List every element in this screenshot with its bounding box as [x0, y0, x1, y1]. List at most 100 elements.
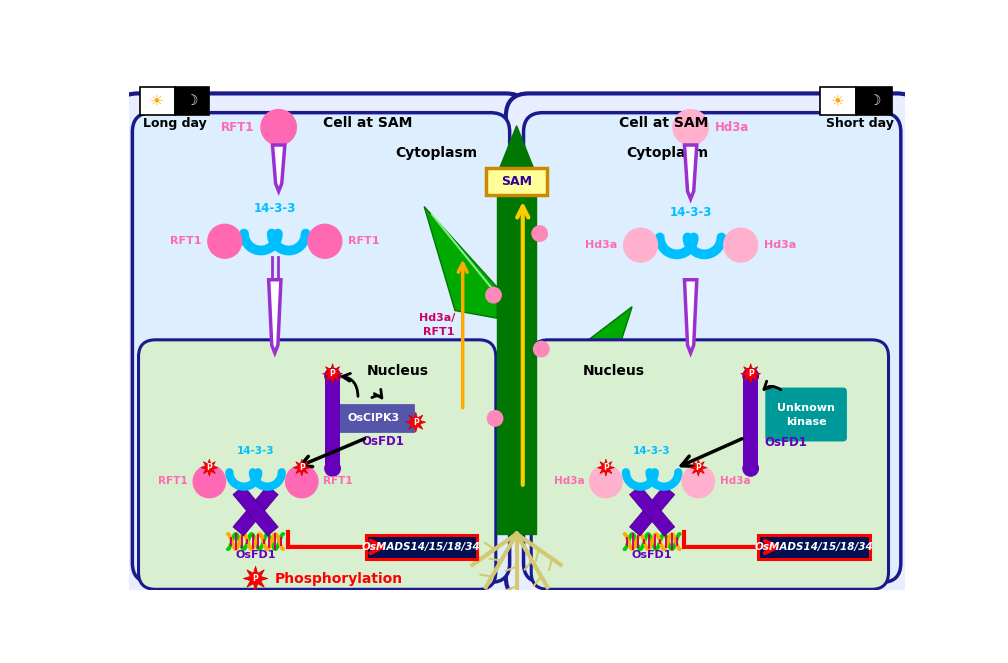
Text: P: P: [748, 369, 754, 378]
Circle shape: [194, 465, 226, 498]
Text: ☽: ☽: [185, 94, 198, 108]
Bar: [174, 88, 210, 115]
Text: OsFD1: OsFD1: [235, 550, 276, 560]
Bar: [334, 405, 413, 432]
Text: OsMADS14/15/18/34: OsMADS14/15/18/34: [754, 542, 873, 552]
Text: Cell at SAM: Cell at SAM: [323, 117, 412, 131]
Circle shape: [590, 465, 622, 498]
Circle shape: [325, 461, 341, 476]
FancyBboxPatch shape: [506, 93, 920, 600]
Text: Hd3a: Hd3a: [553, 477, 585, 487]
Circle shape: [486, 288, 501, 303]
Text: 14-3-3: 14-3-3: [669, 206, 712, 219]
Text: kinase: kinase: [786, 417, 827, 427]
Polygon shape: [424, 207, 497, 318]
Text: RFT1: RFT1: [423, 327, 455, 337]
Polygon shape: [201, 459, 218, 476]
Text: 14-3-3: 14-3-3: [633, 446, 671, 455]
Circle shape: [487, 410, 503, 426]
Circle shape: [208, 224, 242, 258]
Polygon shape: [598, 459, 615, 476]
Text: Nucleus: Nucleus: [367, 363, 429, 378]
Text: OsFD1: OsFD1: [632, 550, 672, 560]
Circle shape: [743, 461, 758, 476]
Text: Cytoplasm: Cytoplasm: [626, 146, 709, 160]
FancyBboxPatch shape: [765, 388, 847, 442]
Polygon shape: [272, 145, 285, 191]
Polygon shape: [269, 280, 281, 353]
Text: ☀: ☀: [831, 93, 845, 109]
Circle shape: [673, 109, 709, 145]
Text: RFT1: RFT1: [324, 477, 353, 487]
Polygon shape: [293, 459, 310, 476]
Text: Long day: Long day: [143, 117, 207, 130]
Text: 14-3-3: 14-3-3: [254, 202, 296, 215]
Bar: [856, 88, 892, 115]
Circle shape: [325, 369, 341, 384]
Circle shape: [532, 226, 547, 241]
Text: Cytoplasm: Cytoplasm: [395, 146, 478, 160]
Bar: [366, 536, 478, 558]
Polygon shape: [323, 364, 343, 384]
Text: Hd3a/: Hd3a/: [418, 313, 455, 324]
Text: P: P: [299, 463, 304, 472]
Circle shape: [743, 369, 758, 384]
Text: Hd3a: Hd3a: [764, 240, 796, 250]
Bar: [325, 376, 341, 469]
FancyBboxPatch shape: [523, 113, 901, 582]
Bar: [758, 536, 870, 558]
Circle shape: [285, 465, 318, 498]
FancyBboxPatch shape: [138, 340, 496, 589]
Bar: [140, 88, 174, 115]
Polygon shape: [684, 280, 697, 353]
Text: OsFD1: OsFD1: [764, 436, 807, 450]
Bar: [486, 168, 547, 195]
Text: Unknown: Unknown: [777, 403, 835, 413]
FancyBboxPatch shape: [531, 340, 888, 589]
Text: RFT1: RFT1: [170, 236, 202, 246]
Text: Hd3a: Hd3a: [586, 240, 618, 250]
Text: RFT1: RFT1: [348, 236, 379, 246]
Text: P: P: [207, 463, 213, 472]
Polygon shape: [405, 412, 425, 432]
Text: P: P: [330, 369, 336, 378]
Polygon shape: [684, 145, 697, 199]
Text: Hd3a: Hd3a: [720, 477, 751, 487]
Circle shape: [682, 465, 715, 498]
FancyBboxPatch shape: [115, 93, 529, 600]
Text: RFT1: RFT1: [221, 121, 254, 134]
Text: Cell at SAM: Cell at SAM: [619, 117, 709, 131]
Text: P: P: [253, 574, 258, 583]
Text: OsMADS14/15/18/34: OsMADS14/15/18/34: [362, 542, 481, 552]
Text: 14-3-3: 14-3-3: [237, 446, 274, 455]
Polygon shape: [741, 364, 761, 384]
Text: RFT1: RFT1: [158, 477, 187, 487]
Circle shape: [307, 224, 342, 258]
Text: Hd3a: Hd3a: [716, 121, 750, 134]
Polygon shape: [495, 126, 538, 180]
Circle shape: [724, 228, 758, 262]
Text: OsFD1: OsFD1: [362, 435, 404, 448]
Text: OsClPK3: OsClPK3: [348, 413, 399, 424]
Text: SAM: SAM: [501, 174, 532, 188]
Text: Short day: Short day: [827, 117, 894, 130]
Polygon shape: [233, 486, 278, 536]
Text: Nucleus: Nucleus: [583, 363, 645, 378]
Polygon shape: [536, 307, 632, 403]
Polygon shape: [243, 566, 268, 591]
FancyBboxPatch shape: [132, 113, 510, 582]
Polygon shape: [689, 459, 707, 476]
Text: P: P: [696, 463, 702, 472]
Bar: [820, 88, 856, 115]
Text: P: P: [603, 463, 609, 472]
Circle shape: [624, 228, 657, 262]
Text: ☀: ☀: [150, 93, 164, 109]
Circle shape: [261, 109, 296, 145]
Bar: [743, 376, 758, 469]
Polygon shape: [233, 486, 278, 536]
Polygon shape: [629, 486, 674, 536]
Text: Phosphorylation: Phosphorylation: [275, 572, 403, 585]
Text: P: P: [413, 418, 418, 427]
Text: ☽: ☽: [869, 94, 881, 108]
Polygon shape: [629, 486, 674, 536]
